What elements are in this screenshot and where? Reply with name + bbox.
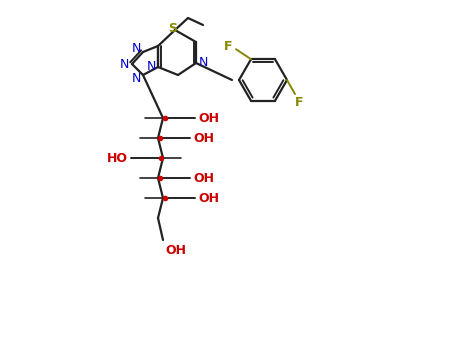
Text: OH: OH bbox=[166, 245, 187, 258]
Text: OH: OH bbox=[193, 172, 214, 184]
Text: N: N bbox=[131, 42, 141, 56]
Text: S: S bbox=[168, 22, 177, 35]
Text: OH: OH bbox=[198, 112, 219, 125]
Text: F: F bbox=[295, 96, 303, 108]
Text: N: N bbox=[119, 57, 129, 70]
Text: N: N bbox=[198, 56, 207, 70]
Text: HO: HO bbox=[106, 152, 127, 164]
Text: F: F bbox=[224, 40, 232, 53]
Text: OH: OH bbox=[193, 132, 214, 145]
Text: N: N bbox=[147, 61, 156, 74]
Text: OH: OH bbox=[198, 191, 219, 204]
Text: N: N bbox=[131, 71, 141, 84]
